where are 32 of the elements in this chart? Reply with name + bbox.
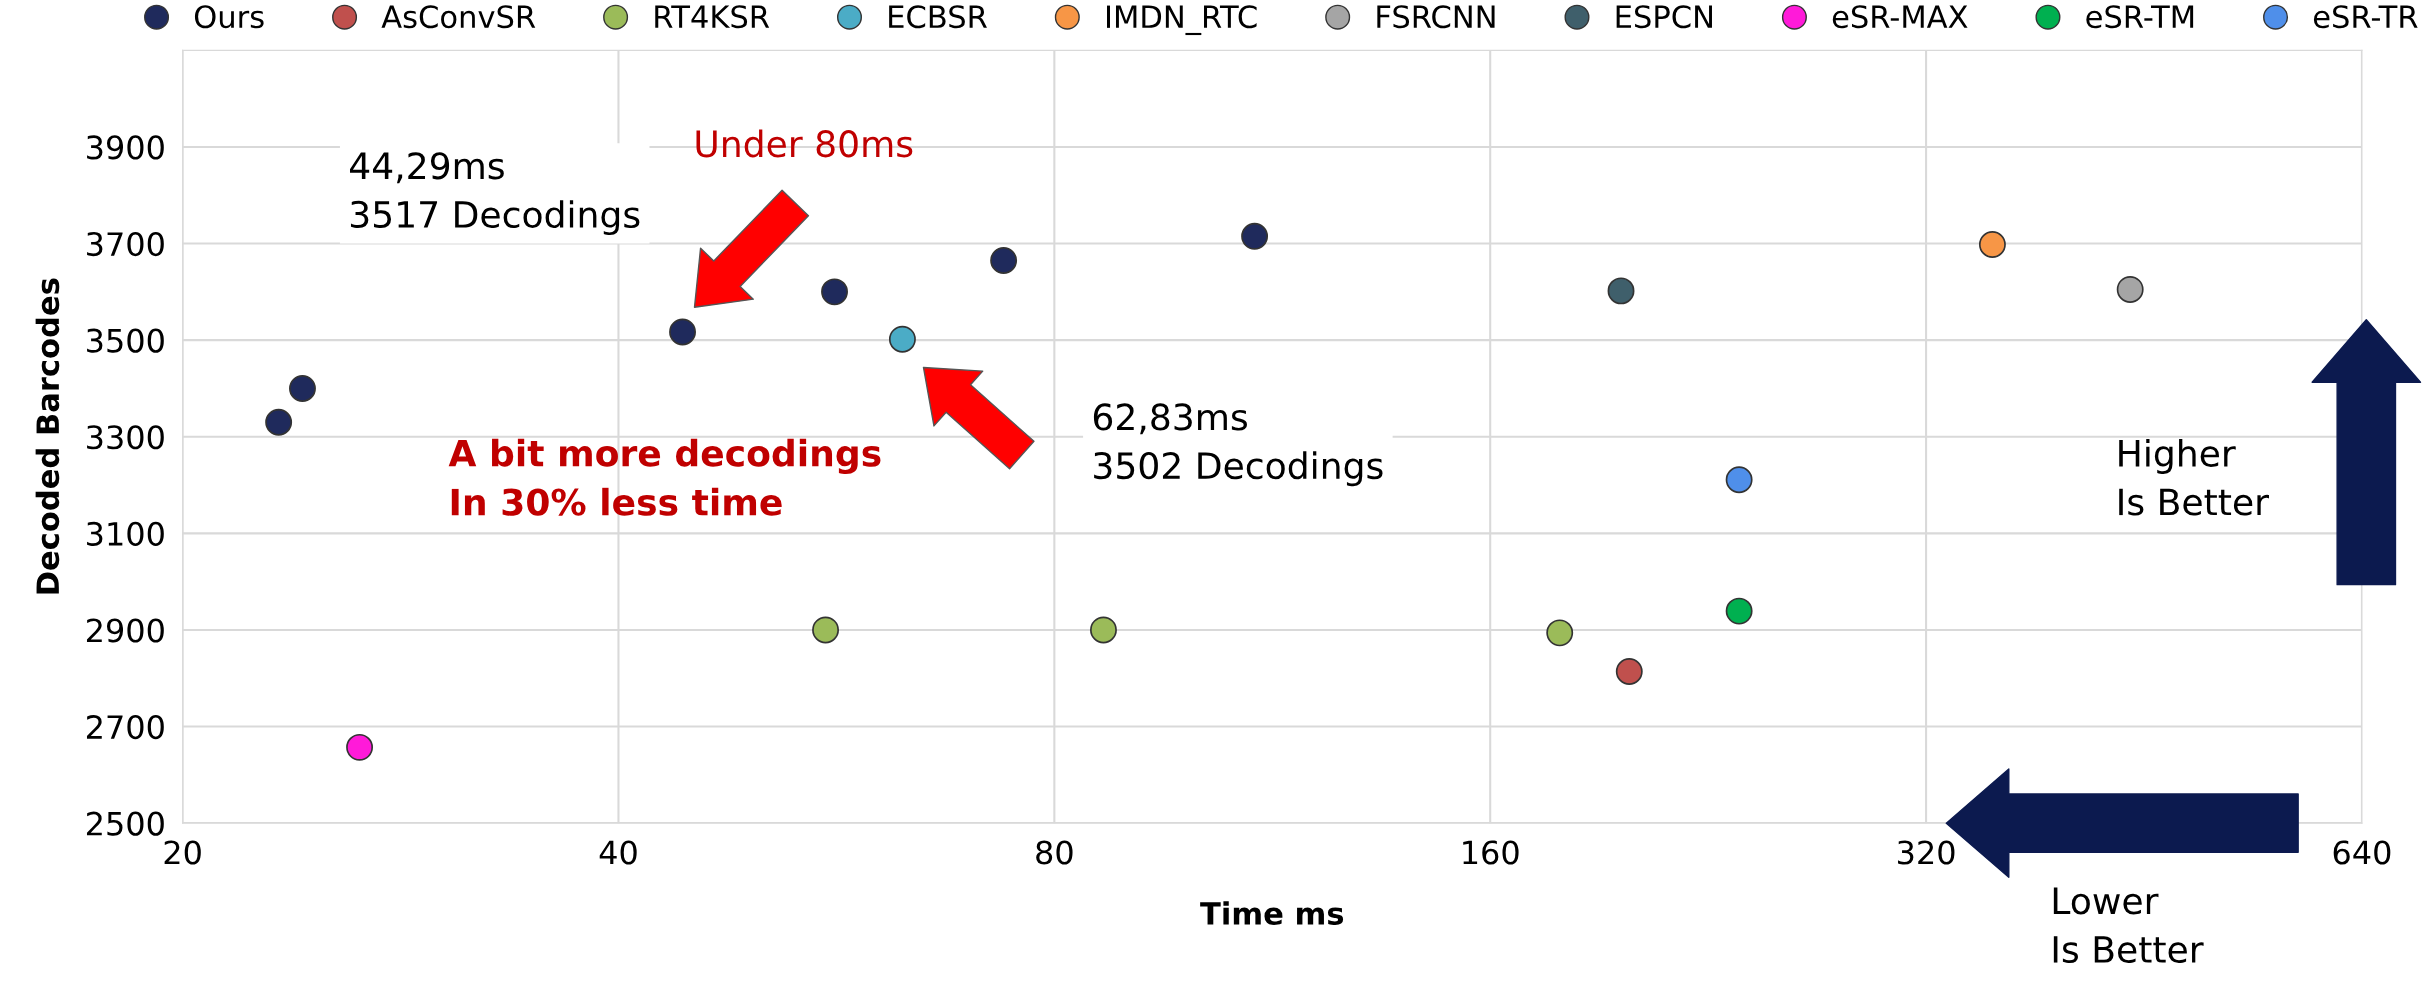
x-tick-label: 40 bbox=[599, 840, 637, 865]
legend-label: IMDN_RTC bbox=[1106, 5, 1257, 36]
annotation: 62,83ms 3502 Decodings bbox=[1093, 403, 1383, 487]
legend-label: eSR-MAX bbox=[1832, 5, 1968, 29]
y-tick-label: 3900 bbox=[87, 135, 164, 160]
x-tick-label: 20 bbox=[164, 840, 201, 865]
annotation: A bit more decodings In 30% less time bbox=[448, 438, 881, 516]
legend-label: RT4KSR bbox=[655, 5, 770, 29]
text: Lower Is Better bbox=[2053, 887, 2204, 964]
y-tick-label: 3300 bbox=[87, 425, 164, 450]
legend-label: ESPCN bbox=[1616, 5, 1712, 29]
legend-label: FSRCNN bbox=[1377, 5, 1495, 29]
annotation: Under 80ms bbox=[696, 129, 913, 158]
x-tick-label: 640 bbox=[2333, 840, 2391, 865]
y-axis-title: Decoded Barcodes bbox=[35, 278, 60, 594]
legend-label: Ours bbox=[194, 5, 264, 29]
y-tick-label: 2700 bbox=[86, 714, 164, 740]
annotation: 44,29ms 3517 Decodings bbox=[350, 152, 640, 236]
x-tick-label: 80 bbox=[1036, 840, 1073, 865]
x-axis-title: Time ms bbox=[1200, 901, 1344, 925]
y-tick-label: 3500 bbox=[87, 328, 164, 353]
legend-label: eSR-TR bbox=[2313, 5, 2418, 29]
annotation: Higher Is Better bbox=[2119, 438, 2269, 516]
legend-label: eSR-TM bbox=[2086, 5, 2194, 29]
legend-label: AsConvSR bbox=[381, 5, 536, 29]
x-tick-label: 320 bbox=[1898, 840, 1955, 865]
y-tick-label: 2500 bbox=[86, 811, 164, 836]
legend-label: ECBSR bbox=[889, 5, 987, 29]
y-tick-label: 3700 bbox=[87, 231, 164, 257]
y-tick-label: 2900 bbox=[86, 618, 164, 643]
x-tick-label: 160 bbox=[1463, 840, 1519, 865]
y-tick-label: 3100 bbox=[87, 521, 164, 546]
